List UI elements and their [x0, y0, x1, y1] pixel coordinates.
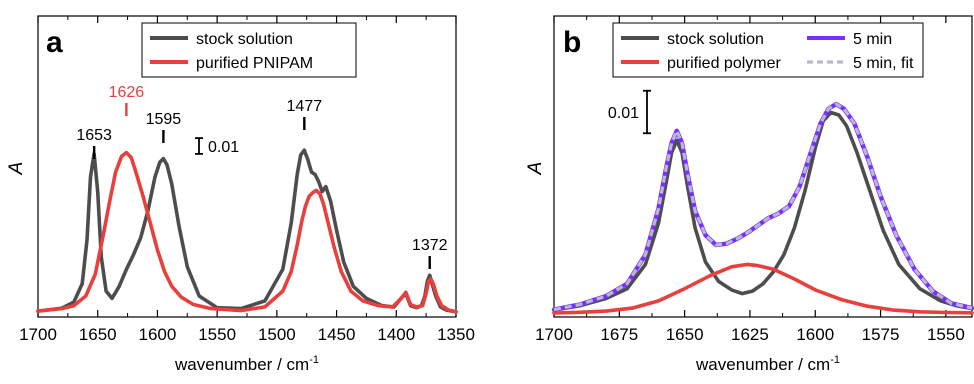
series-line-stock-solution [36, 148, 458, 314]
panel-b-letter: b [563, 26, 581, 59]
panel-a-letter: a [46, 26, 63, 59]
panel-b-x-ticks: 1700 1675 1650 1625 1600 1575 1550 [535, 16, 965, 344]
legend-label: purified polymer [667, 55, 782, 72]
x-tick-label: 1625 [731, 325, 769, 344]
panel-a-traces [36, 148, 458, 314]
legend-label: purified PNIPAM [196, 55, 313, 72]
panel-b-frame [553, 15, 973, 318]
peak-label: 1477 [287, 98, 323, 115]
panel-a-x-axis-label: wavenumber / cm-1 [174, 354, 319, 374]
x-tick-label: 1700 [535, 325, 573, 344]
panel-a-x-ticks: 1700 1650 1600 1550 1500 1450 1400 1350 [19, 16, 475, 344]
x-tick-label: 1550 [927, 325, 965, 344]
legend-label: 5 min, fit [853, 55, 914, 72]
x-tick-label: 1675 [600, 325, 638, 344]
panel-b: b 1700 1675 1650 1625 1600 1575 1550 0.01 stoc… [525, 15, 974, 374]
panel-b-y-axis-label: A [525, 162, 546, 176]
panel-a-legend: stock solution purified PNIPAM [141, 22, 357, 78]
x-tick-label: 1500 [258, 325, 296, 344]
series-line-5-min-fit [553, 102, 973, 312]
x-tick-label: 1600 [796, 325, 834, 344]
panel-b-legend: stock solution purified polymer 5 min 5 min… [612, 22, 924, 78]
series-line-purified-polymer [552, 262, 974, 315]
peak-label: 1372 [412, 237, 448, 254]
panel-b-scale-bar: 0.01 [608, 89, 651, 135]
scale-bar-label: 0.01 [608, 105, 639, 122]
legend-box [141, 22, 357, 78]
peak-label: 1653 [76, 127, 112, 144]
x-tick-label: 1600 [139, 325, 177, 344]
x-tick-label: 1400 [377, 325, 415, 344]
series-line-purified-pnipam [36, 150, 458, 314]
x-tick-label: 1550 [198, 325, 236, 344]
panel-a-scale-bar: 0.01 [195, 137, 239, 156]
peak-label: 1626 [109, 84, 145, 101]
scale-bar-label: 0.01 [208, 139, 239, 156]
legend-label: stock solution [196, 31, 293, 48]
x-tick-label: 1450 [318, 325, 356, 344]
x-tick-label: 1350 [437, 325, 475, 344]
x-tick-label: 1700 [19, 325, 57, 344]
panel-b-traces [551, 101, 974, 315]
x-tick-label: 1650 [79, 325, 117, 344]
legend-label: 5 min [853, 31, 892, 48]
panel-a: a 1700 1650 1600 1550 1500 1450 1400 1350 16531… [6, 15, 475, 374]
series-line-stock-solution [552, 110, 974, 312]
panel-a-y-axis-label: A [6, 162, 27, 176]
x-tick-label: 1650 [666, 325, 704, 344]
legend-box [612, 22, 924, 78]
panel-b-x-axis-label: wavenumber / cm-1 [695, 354, 840, 374]
x-tick-label: 1575 [862, 325, 900, 344]
legend-label: stock solution [667, 31, 764, 48]
peak-label: 1595 [146, 111, 182, 128]
